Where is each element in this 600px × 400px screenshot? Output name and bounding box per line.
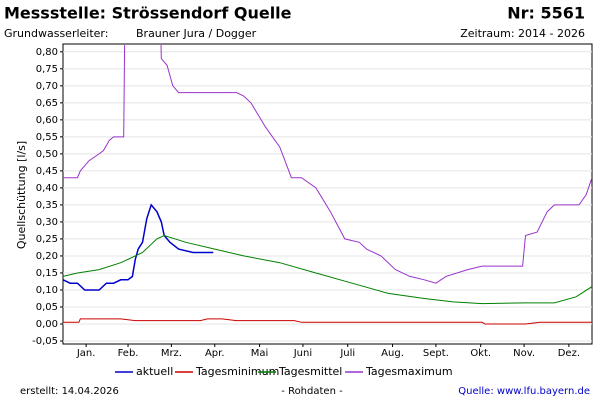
series-line: [63, 203, 214, 291]
aquifer: Brauner Jura / Dogger: [136, 27, 257, 40]
y-tick-label: 0,75: [36, 64, 58, 75]
y-tick-label: -0,05: [32, 336, 58, 347]
chart-title: Messstelle: Strössendorf Quelle: [4, 4, 292, 23]
y-tick-label: 0,05: [36, 302, 58, 313]
y-tick-label: 0,80: [36, 47, 58, 58]
y-tick-label: 0,10: [36, 285, 58, 296]
y-tick-label: 0,15: [36, 268, 58, 279]
period: Zeitraum: 2014 - 2026: [460, 27, 585, 40]
aquifer-label: Grundwasserleiter:: [4, 27, 108, 40]
x-tick-label: Mai: [251, 348, 269, 359]
x-tick-label: Okt.: [470, 348, 491, 359]
plot-lines: [63, 45, 592, 325]
x-tick-label: Mrz.: [161, 348, 182, 359]
y-tick-label: 0,25: [36, 234, 58, 245]
x-tick-label: Aug.: [381, 348, 404, 359]
legend-label: aktuell: [136, 365, 173, 378]
y-tick-label: 0,45: [36, 166, 58, 177]
note: - Rohdaten -: [281, 386, 343, 397]
x-tick-label: Sept.: [423, 348, 449, 359]
series-line: [63, 234, 592, 305]
series-line: [63, 318, 592, 325]
y-tick-label: 0,50: [36, 149, 58, 160]
y-tick-label: 0,70: [36, 81, 58, 92]
y-tick-label: 0,30: [36, 217, 58, 228]
y-tick-label: 0,60: [36, 115, 58, 126]
x-tick-label: Jan.: [76, 348, 96, 359]
legend-label: Tagesmittel: [278, 365, 342, 378]
x-tick-label: Apr.: [205, 348, 225, 359]
plot-area: [62, 43, 593, 345]
station-number: Nr: 5561: [507, 4, 585, 23]
y-tick-label: 0,00: [36, 319, 58, 330]
x-tick-label: Juli: [339, 348, 355, 359]
y-tick-label: 0,40: [36, 183, 58, 194]
y-tick-label: 0,20: [36, 251, 58, 262]
x-tick-label: Nov.: [513, 348, 535, 359]
y-axis-label: Quellschüttung [l/s]: [15, 141, 28, 249]
legend-label: Tagesmaximum: [365, 365, 453, 378]
x-tick-label: Feb.: [118, 348, 139, 359]
y-tick-label: 0,55: [36, 132, 58, 143]
y-tick-label: 0,65: [36, 98, 58, 109]
x-tick-label: Juni: [293, 348, 312, 359]
source: Quelle: www.lfu.bayern.de: [458, 386, 590, 397]
x-tick-label: Dez.: [558, 348, 580, 359]
legend-label: Tagesminimum: [195, 365, 279, 378]
series-line: [63, 45, 592, 284]
y-tick-label: 0,35: [36, 200, 58, 211]
created: erstellt: 14.04.2026: [20, 386, 119, 397]
